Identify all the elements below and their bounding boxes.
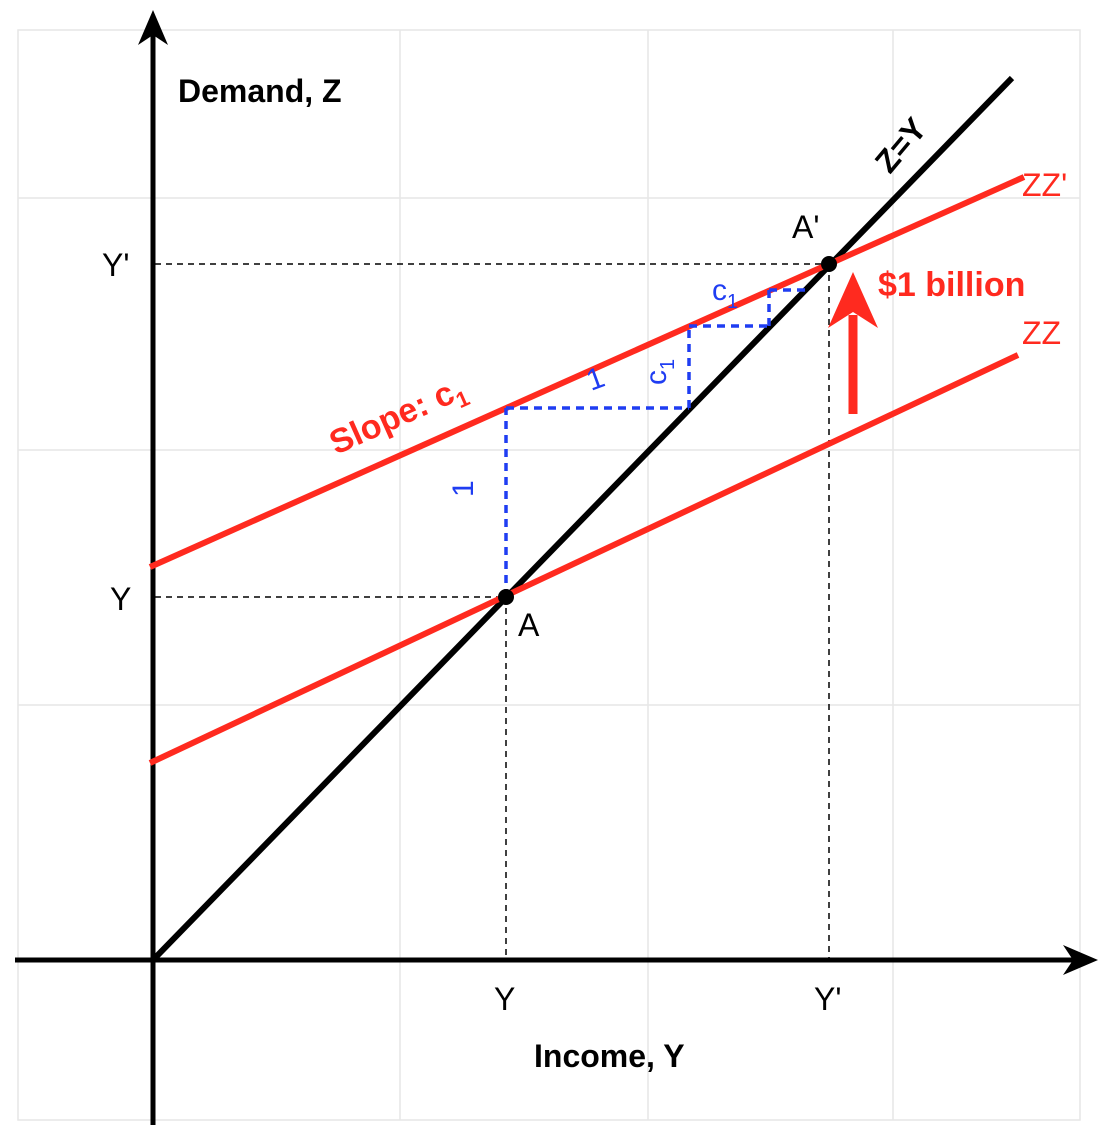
zz-prime-line <box>148 174 1026 570</box>
y-tick-y-prime: Y' <box>102 247 129 283</box>
zz-prime-label: ZZ' <box>1022 167 1067 203</box>
c1-vertical-letter: c <box>640 370 673 385</box>
shift-arrow <box>828 272 878 414</box>
c1-horizontal-sub: 1 <box>727 291 738 313</box>
axes <box>15 10 1098 1125</box>
svg-text:c1: c1 <box>640 359 679 385</box>
c1-vertical-sub: 1 <box>657 359 679 370</box>
x-axis-arrowhead <box>1063 945 1098 975</box>
point-a-label: A <box>518 607 540 643</box>
slope-label: Slope: c1 <box>324 369 473 467</box>
x-tick-y-prime: Y' <box>814 981 841 1017</box>
slope-label-text: Slope: c <box>324 374 460 463</box>
svg-text:Slope: c1: Slope: c1 <box>324 369 473 467</box>
multiplier-steps <box>504 288 806 597</box>
x-tick-y: Y <box>494 981 515 1017</box>
guide-lines <box>155 263 830 958</box>
point-a-dot <box>498 589 514 605</box>
zz-line <box>148 352 1020 766</box>
shift-label: $1 billion <box>878 266 1025 304</box>
step-rise-label: 1 <box>447 480 480 497</box>
zz-label: ZZ <box>1022 315 1061 351</box>
point-a-prime-dot <box>821 256 837 272</box>
background-grid <box>17 29 1081 1121</box>
y-axis-title: Demand, Z <box>178 73 342 109</box>
c1-horizontal-letter: c <box>712 274 727 307</box>
c1-vertical-label: c1 <box>640 359 679 385</box>
svg-text:c1: c1 <box>712 274 738 313</box>
x-axis-title: Income, Y <box>534 1038 685 1074</box>
z-equals-y-line <box>150 75 1015 963</box>
y-axis-arrowhead <box>138 10 168 45</box>
c1-horizontal-label: c1 <box>712 274 738 313</box>
point-a-prime-label: A' <box>792 209 819 245</box>
y-tick-y: Y <box>110 581 131 617</box>
